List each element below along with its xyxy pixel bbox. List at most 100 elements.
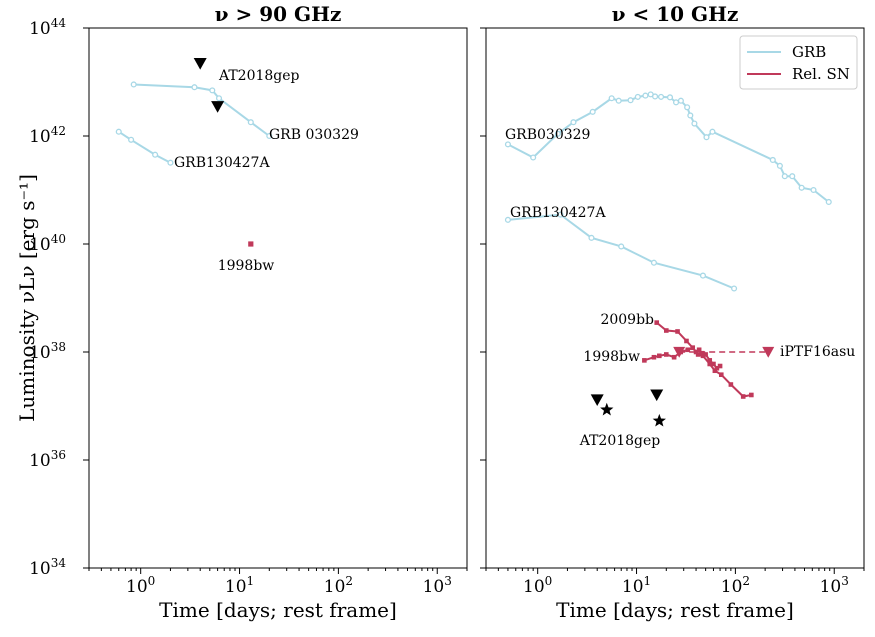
- left-data-point-1998bw: [248, 241, 254, 247]
- left-data-point-grb-030329: [191, 84, 198, 91]
- left-y-tick-label: 1038: [29, 340, 66, 363]
- right-data-point-grb030329: [677, 97, 684, 104]
- right-data-point-grb130427a: [650, 259, 657, 266]
- left-y-tick-label: 1034: [29, 556, 66, 579]
- right-annotation-grb030329: GRB030329: [505, 127, 590, 143]
- right-series-line-grb030329: [507, 93, 830, 203]
- right-detection-star-at2018gep: [600, 402, 614, 416]
- right-data-point-grb030329: [608, 95, 615, 102]
- right-data-point-grb130427a: [557, 211, 564, 218]
- legend-label-grb: GRB: [792, 43, 826, 61]
- right-data-point-1998bw: [651, 354, 657, 360]
- left-data-point-grb-030329: [247, 119, 254, 126]
- left-y-tick-label: 1042: [29, 124, 66, 147]
- left-series-line-grb130427a: [118, 130, 171, 164]
- right-data-point-2009bb: [675, 329, 680, 334]
- right-data-point-grb030329: [687, 112, 694, 119]
- left-y-tick-label: 1040: [29, 232, 66, 255]
- left-axes-frame: [88, 27, 468, 569]
- left-data-point-grb130427a: [167, 159, 174, 166]
- right-x-axis-label: Time [days; rest frame]: [556, 598, 794, 622]
- right-annotation-iptf16asu: iPTF16asu: [780, 344, 855, 360]
- left-x-tick-label: 103: [423, 574, 452, 597]
- right-data-point-grb030329: [658, 93, 665, 100]
- right-data-point-1998bw: [717, 363, 723, 369]
- right-data-point-1998bw: [693, 349, 699, 355]
- right-data-point-2009bb: [712, 368, 718, 374]
- right-data-point-grb130427a: [618, 243, 625, 250]
- right-data-point-grb130427a: [504, 216, 511, 223]
- right-data-point-1998bw: [690, 345, 696, 351]
- right-data-point-1998bw: [699, 350, 705, 356]
- right-x-tick-label: 102: [721, 574, 750, 597]
- right-data-point-grb030329: [530, 154, 537, 161]
- right-upper-limit-iptf16asu: [673, 346, 686, 358]
- left-series-line-grb-030329: [133, 83, 270, 137]
- left-annotation-1998bw: 1998bw: [218, 258, 275, 274]
- right-annotation-2009bb: 2009bb: [600, 312, 654, 328]
- right-data-point-2009bb: [654, 320, 660, 325]
- right-data-point-2009bb: [700, 353, 706, 359]
- right-data-point-grb130427a: [731, 285, 738, 292]
- left-x-axis-label: Time [days; rest frame]: [159, 598, 397, 622]
- right-data-point-grb030329: [554, 130, 561, 137]
- right-data-point-1998bw: [663, 352, 669, 357]
- right-data-point-1998bw: [671, 354, 677, 360]
- right-upper-limit-at2018gep: [650, 389, 664, 402]
- right-annotation-1998bw: 1998bw: [583, 349, 640, 365]
- right-data-point-grb030329: [810, 186, 817, 194]
- right-data-point-grb030329: [825, 198, 832, 206]
- right-data-point-grb130427a: [588, 234, 595, 241]
- legend-box: [739, 35, 858, 90]
- right-x-tick-label: 100: [523, 574, 552, 597]
- right-data-point-1998bw: [657, 353, 662, 359]
- left-data-point-grb130427a: [152, 151, 159, 158]
- right-data-point-1998bw: [685, 347, 691, 353]
- left-data-point-grb-030329: [266, 132, 273, 140]
- right-data-point-2009bb: [663, 328, 669, 333]
- right-data-point-2009bb: [695, 352, 701, 357]
- right-data-point-grb030329: [615, 97, 622, 104]
- right-x-tick-label: 101: [622, 574, 651, 597]
- right-data-point-2009bb: [728, 382, 734, 387]
- right-data-point-grb030329: [627, 97, 634, 104]
- right-data-point-grb030329: [666, 94, 674, 101]
- right-data-point-grb030329: [691, 120, 698, 127]
- left-annotation-grb130427a: GRB130427A: [174, 155, 270, 171]
- right-data-point-grb030329: [504, 141, 511, 148]
- right-data-point-2009bb: [749, 392, 754, 398]
- right-upper-limit-at2018gep: [590, 394, 604, 407]
- left-y-tick-label: 1044: [29, 16, 66, 39]
- right-series-line-grb130427a: [507, 213, 735, 290]
- right-data-point-grb030329: [789, 173, 796, 180]
- right-data-point-grb030329: [642, 92, 649, 99]
- legend-label-rel-sn: Rel. SN: [792, 65, 850, 83]
- left-y-tick-label: 1036: [29, 448, 66, 471]
- right-data-point-1998bw: [703, 352, 708, 357]
- right-data-point-grb030329: [781, 173, 788, 180]
- right-annotation-grb130427a: GRB130427A: [510, 205, 606, 221]
- right-data-point-2009bb: [684, 338, 689, 344]
- right-data-point-grb030329: [672, 99, 680, 106]
- left-upper-limit-at2018gep: [193, 57, 207, 70]
- right-data-point-grb030329: [652, 93, 659, 100]
- left-upper-limit-at2018gep: [211, 101, 225, 113]
- right-x-tick-label: 103: [820, 574, 849, 597]
- left-annotation-at2018gep: AT2018gep: [218, 68, 300, 84]
- left-panel: ν > 90 GHz Time [days; rest frame]100 101 1…: [29, 2, 468, 622]
- right-data-point-grb030329: [703, 134, 710, 141]
- right-title: ν < 10 GHz: [612, 2, 739, 26]
- right-panel: ν < 10 GHz Time [days; rest frame]100 101 1…: [480, 2, 865, 622]
- right-data-point-grb030329: [709, 128, 716, 135]
- right-data-point-grb030329: [798, 184, 805, 191]
- right-data-point-1998bw: [711, 361, 716, 367]
- right-upper-limit-iptf16asu: [762, 346, 775, 358]
- right-data-point-grb130427a: [699, 272, 707, 279]
- left-data-point-grb-030329: [209, 87, 216, 94]
- right-data-point-grb030329: [769, 156, 776, 164]
- right-data-point-grb030329: [684, 104, 691, 111]
- right-data-point-grb030329: [589, 108, 596, 115]
- right-annotation-at2018gep: AT2018gep: [579, 433, 661, 449]
- right-data-point-1998bw: [707, 358, 713, 363]
- right-data-point-grb030329: [634, 93, 641, 100]
